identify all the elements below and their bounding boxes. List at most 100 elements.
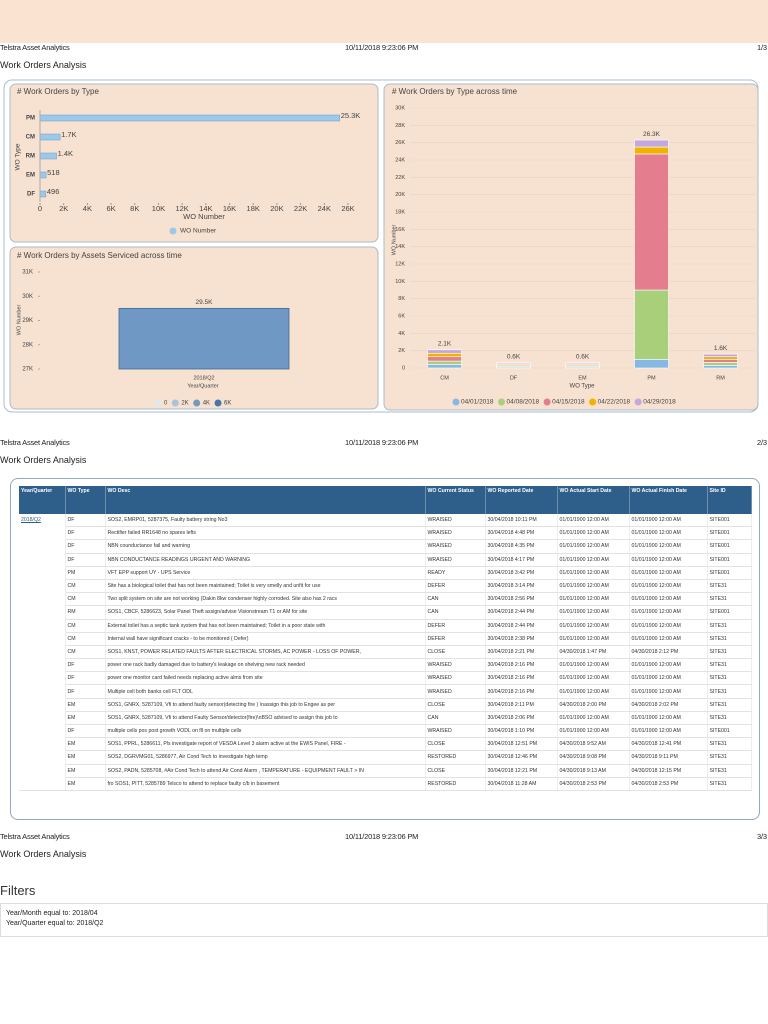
table-cell: 30/04/2018 12:51 PM: [485, 737, 558, 752]
table-cell: WRAISED: [425, 514, 486, 528]
table-cell: CM: [65, 632, 106, 646]
table-cell: CM: [65, 592, 106, 607]
legend-label: 4K: [203, 401, 210, 407]
legend-marker: [498, 398, 506, 406]
bar: [39, 190, 47, 198]
total-label: 2.1K: [438, 341, 452, 348]
table-row: CM Site has a biological toilet that has …: [19, 579, 752, 594]
page-title: Work Orders Analysis: [0, 849, 87, 859]
table-row: CM SOS1, KNST, POWER RELATED FAULTS AFTER…: [19, 645, 752, 660]
table-cell: External toilet has a septic tank system…: [105, 619, 426, 633]
x-tick-label: 2018/Q2: [193, 375, 214, 381]
page-title: Work Orders Analysis: [0, 60, 87, 70]
x-tick-label: 20K: [270, 204, 283, 213]
table-cell: SITE001: [707, 553, 752, 567]
x-axis-label: WO Type: [570, 384, 596, 390]
y-tick-label: 20K: [395, 192, 405, 198]
table-cell: WRAISED: [425, 526, 486, 541]
table-cell: WRAISED: [425, 724, 486, 739]
bar-segment: [634, 359, 669, 369]
x-tick-label: 22K: [294, 204, 307, 213]
table-cell: 01/01/1900 12:00 AM: [629, 684, 708, 699]
table-cell: DF: [65, 553, 106, 567]
table-cell: 30/04/2018 2:11 PM: [485, 698, 558, 712]
legend-label: 6K: [224, 401, 231, 407]
filters-box: Year/Month equal to: 2018/04 Year/Quarte…: [0, 903, 768, 937]
header-page: 2/3: [757, 438, 767, 447]
table-cell: SITE31: [707, 777, 752, 791]
table-cell: SITE31: [707, 750, 752, 765]
table-cell: 01/01/1900 12:00 AM: [557, 526, 630, 541]
bar-segment: [565, 362, 600, 365]
header-date: 10/11/2018 9:23:06 PM: [345, 438, 419, 447]
table-cell: 01/01/1900 12:00 AM: [629, 619, 708, 633]
table-cell: 04/30/2018 2:00 PM: [557, 698, 630, 712]
table-cell: 01/01/1900 12:00 AM: [629, 526, 708, 541]
table-cell: Multiple cell both banks cell FLT ODL: [105, 684, 426, 699]
table-cell: DF: [65, 671, 106, 686]
table-cell: 01/01/1900 12:00 AM: [557, 671, 630, 686]
table-cell: SOS1, KNST, POWER RELATED FAULTS AFTER E…: [105, 645, 426, 660]
table-cell: SITE001: [707, 605, 752, 620]
table-row: EM SOS1, GNRX, 5287109, Vfi to attend Fau…: [19, 711, 752, 726]
y-axis-label: WO Number: [391, 225, 397, 256]
table-cell: 01/01/1900 12:00 AM: [629, 539, 708, 554]
table-cell: 04/30/2018 2:53 PM: [629, 777, 708, 791]
y-tick-label: 14K: [395, 244, 405, 250]
chart-title: # Work Orders by Assets Serviced across …: [17, 251, 182, 260]
table-cell: DEFER: [425, 619, 486, 633]
table-cell: 30/04/2018 2:06 PM: [485, 711, 558, 726]
y-tick-label: 24K: [395, 157, 405, 163]
y-tick-label: 27K: [22, 367, 33, 373]
table-cell: 01/01/1900 12:00 AM: [629, 724, 708, 739]
table-cell: EM: [65, 737, 106, 752]
y-tick-label: DF: [27, 192, 35, 198]
chart-title: # Work Orders by Type across time: [392, 87, 518, 96]
legend-marker: [169, 227, 177, 235]
y-tick-label: 30K: [395, 105, 405, 111]
header-left: Telstra Asset Analytics: [0, 832, 70, 841]
table-row: RM SOS1, CBCF, 5286623, Solar Panel Theft…: [19, 605, 752, 620]
table-cell: 30/04/2018 10:11 PM: [485, 514, 558, 528]
top-band: [0, 0, 768, 43]
bar: [39, 133, 61, 141]
y-tick-label: 10K: [395, 279, 405, 285]
table-row: EM SOS1, GNRX, 5287109, Vfi to attend fau…: [19, 698, 752, 712]
bar-segment: [496, 362, 531, 365]
table-cell: SITE31: [707, 684, 752, 699]
x-tick-label: 0: [38, 204, 42, 213]
total-label: 0.6K: [576, 354, 590, 361]
header-left: Telstra Asset Analytics: [0, 438, 70, 447]
total-label: 26.3K: [643, 131, 661, 138]
table-cell: SOS2, DGRVMG01, 5286977, Air Cond Tech t…: [105, 750, 426, 765]
table-cell: 01/01/1900 12:00 AM: [557, 539, 630, 554]
table-row: DF NBN CONDUCTANCE READINGS URGENT AND WA…: [19, 553, 752, 567]
y-tick-label: 31K: [22, 270, 33, 276]
table-cell: NBN counductance fail and warning: [105, 539, 426, 554]
table-cell: CAN: [425, 605, 486, 620]
table-cell: 01/01/1900 12:00 AM: [557, 711, 630, 726]
table-cell: 01/01/1900 12:00 AM: [629, 632, 708, 646]
table-row: DF power one monitor card failed needs re…: [19, 671, 752, 686]
bar-segment: [427, 352, 462, 358]
table-cell: 04/30/2018 9:08 PM: [557, 750, 630, 765]
table-cell: EM: [65, 711, 106, 726]
table-cell: CAN: [425, 711, 486, 726]
table-cell: 01/01/1900 12:00 AM: [629, 605, 708, 620]
table-cell: 01/01/1900 12:00 AM: [629, 566, 708, 580]
table-cell: 30/04/2018 1:10 PM: [485, 724, 558, 739]
table-cell: 01/01/1900 12:00 AM: [629, 592, 708, 607]
header-date: 10/11/2018 9:23:06 PM: [345, 43, 419, 52]
table-cell: 01/01/1900 12:00 AM: [629, 658, 708, 673]
legend-label: 04/29/2018: [643, 399, 676, 406]
x-tick-label: DF: [510, 375, 518, 381]
column-header: WO Actual Finish Date: [629, 486, 708, 514]
bar: [118, 307, 290, 370]
x-tick-label: 8K: [130, 204, 139, 213]
table-cell: 30/04/2018 2:44 PM: [485, 619, 558, 633]
table-cell: EM: [65, 777, 106, 791]
x-tick-label: 16K: [223, 204, 236, 213]
table-cell: EM: [65, 764, 106, 778]
table-cell: DEFER: [425, 579, 486, 594]
table-cell: READY: [425, 566, 486, 580]
